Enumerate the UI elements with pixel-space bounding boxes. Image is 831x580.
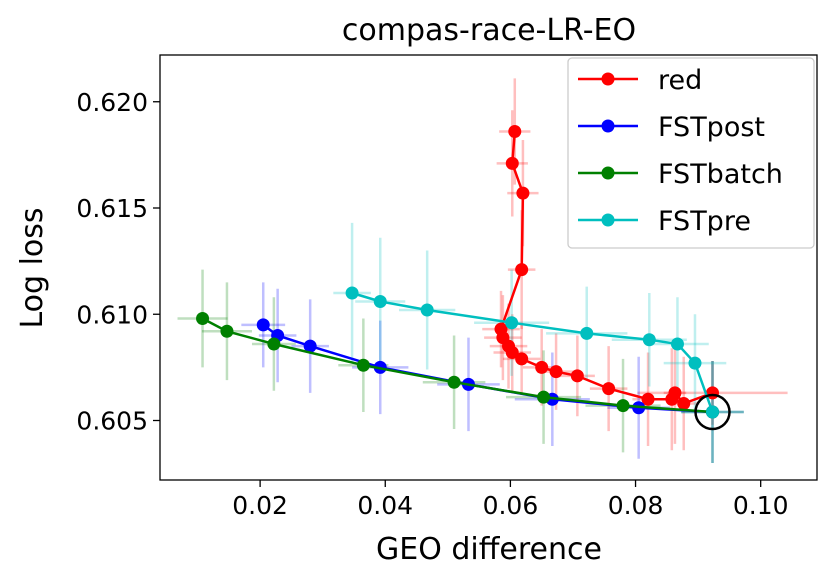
series-fstpre: [345, 286, 720, 419]
errorbars-fstpost: [241, 282, 744, 463]
series-line-fstbatch: [201, 317, 713, 414]
point-fstpre-0: [345, 286, 359, 300]
y-tick-label-3: 0.620: [76, 88, 148, 117]
x-axis: 0.02 0.04 0.06 0.08 0.10: [232, 480, 789, 520]
point-fstbatch-0: [196, 312, 210, 325]
point-fstbatch-6: [616, 399, 630, 413]
point-fstbatch-1: [220, 324, 234, 338]
point-red-0: [508, 125, 522, 138]
x-tick-label-0: 0.02: [232, 491, 288, 520]
y-axis-title: Log loss: [15, 207, 50, 328]
legend-marker-fstpre: [601, 213, 615, 227]
legend-item-red: red: [578, 65, 702, 96]
point-fstpost-0: [256, 318, 270, 332]
point-fstbatch-2: [267, 337, 281, 351]
legend-label-fstbatch: FSTbatch: [658, 159, 783, 190]
legend-item-fstpost: FSTpost: [578, 112, 765, 143]
point-red-9: [535, 360, 549, 374]
annotation-circle-0: [694, 393, 731, 431]
legend-marker-fstbatch: [601, 166, 615, 180]
point-fstpost-2: [303, 339, 317, 353]
point-red-8: [515, 352, 529, 366]
point-red-11: [570, 369, 584, 383]
x-tick-label-3: 0.08: [608, 491, 664, 520]
x-tick-label-2: 0.06: [483, 491, 539, 520]
point-fstpre-3: [505, 316, 519, 330]
legend-item-fstpre: FSTpre: [578, 206, 751, 237]
point-red-1: [505, 156, 519, 170]
x-tick-label-4: 0.10: [733, 491, 789, 520]
legend-item-fstbatch: FSTbatch: [578, 159, 783, 190]
point-red-15: [668, 386, 682, 400]
point-fstpre-5: [642, 333, 656, 347]
point-red-7: [505, 346, 519, 359]
point-fstpre-6: [670, 337, 684, 351]
point-red-3: [515, 263, 529, 277]
x-axis-title: GEO difference: [376, 532, 602, 567]
series-fstbatch: [196, 312, 720, 419]
plot-area: [177, 78, 788, 463]
y-axis: 0.605 0.610 0.615 0.620: [76, 88, 160, 436]
x-tick-label-1: 0.04: [357, 491, 413, 520]
legend-label-red: red: [658, 65, 702, 96]
point-red-2: [516, 186, 530, 200]
point-fstpre-4: [580, 326, 594, 340]
series-red: [494, 125, 720, 410]
legend-box: [567, 57, 815, 249]
legend-label-fstpre: FSTpre: [658, 206, 751, 237]
legend-marker-red: [601, 72, 615, 86]
point-red-12: [602, 382, 616, 396]
plot-frame: [159, 54, 818, 481]
point-fstpre-8: [706, 405, 720, 419]
point-red-13: [641, 392, 655, 406]
point-fstbatch-3: [356, 358, 370, 372]
y-tick-label-1: 0.610: [76, 300, 148, 329]
y-tick-label-0: 0.605: [76, 407, 148, 436]
point-fstbatch-4: [447, 375, 461, 389]
point-fstpre-2: [420, 303, 434, 317]
legend-marker-fstpost: [601, 119, 615, 133]
point-fstpre-7: [688, 356, 702, 370]
point-red-10: [549, 365, 563, 379]
point-fstpre-1: [373, 295, 387, 308]
chart-title: compas-race-LR-EO: [342, 13, 636, 48]
y-tick-label-2: 0.615: [76, 194, 148, 223]
point-fstbatch-5: [537, 390, 551, 404]
point-red-16: [677, 397, 691, 410]
legend: red FSTpost FSTbatch FSTpre: [567, 57, 815, 249]
legend-label-fstpost: FSTpost: [658, 112, 765, 143]
